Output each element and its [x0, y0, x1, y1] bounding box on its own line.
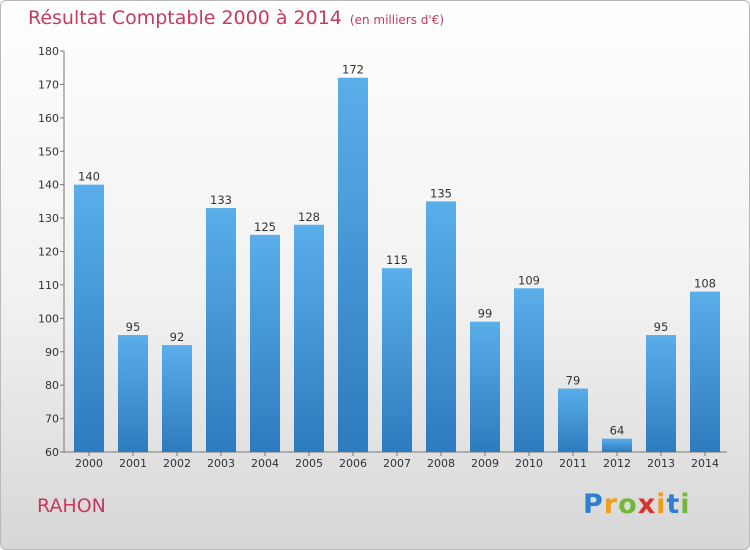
bar [558, 388, 588, 452]
data-label: 135 [430, 186, 452, 200]
bar [294, 224, 324, 452]
bar [470, 321, 500, 452]
subtitle-text: (en milliers d'€) [349, 13, 445, 27]
y-tick-label: 110 [38, 279, 59, 292]
x-tick-label: 2004 [251, 457, 279, 470]
bar [646, 335, 676, 452]
y-tick-label: 130 [38, 212, 59, 225]
bar [206, 208, 236, 452]
y-tick-label: 100 [38, 312, 59, 325]
y-tick-label: 140 [38, 179, 59, 192]
logo-letter: r [603, 489, 619, 520]
logo-letter: o [618, 489, 638, 520]
data-label: 95 [126, 320, 141, 334]
y-tick-label: 80 [45, 379, 59, 392]
data-label: 92 [170, 330, 185, 344]
x-tick-label: 2012 [603, 457, 631, 470]
bar [382, 268, 412, 452]
x-tick-label: 2013 [647, 457, 675, 470]
proxiti-logo: Proxiti [583, 489, 691, 520]
bar [162, 345, 192, 452]
data-label: 140 [78, 170, 100, 184]
x-tick-label: 2001 [119, 457, 147, 470]
x-tick-label: 2008 [427, 457, 455, 470]
bar [602, 438, 632, 452]
place-name: RAHON [37, 495, 106, 517]
bar [250, 234, 280, 452]
bar [338, 77, 368, 452]
title-text: Résultat Comptable 2000 à 2014 [28, 7, 342, 29]
data-label: 133 [210, 193, 232, 207]
x-tick-label: 2010 [515, 457, 543, 470]
y-tick-label: 180 [38, 45, 59, 58]
data-label: 109 [518, 273, 540, 287]
y-tick-label: 150 [38, 145, 59, 158]
logo-letter: i [680, 489, 691, 520]
data-label: 125 [254, 220, 276, 234]
y-tick-label: 170 [38, 78, 59, 91]
labels: 2000 140 2001 95 2002 92 2003 133 2004 125 2005 128… [75, 63, 719, 470]
x-tick-label: 2003 [207, 457, 235, 470]
logo-letter: i [656, 489, 667, 520]
data-label: 108 [694, 277, 716, 291]
data-label: 115 [386, 253, 408, 267]
y-tick-label: 60 [45, 446, 59, 459]
x-tick-label: 2006 [339, 457, 367, 470]
y-tick-label: 70 [45, 413, 59, 426]
data-label: 79 [566, 374, 581, 388]
logo-letter: P [583, 489, 604, 520]
bar [514, 288, 544, 452]
data-label: 128 [298, 210, 320, 224]
x-tick-label: 2007 [383, 457, 411, 470]
logo-letter: t [666, 489, 681, 520]
bar [118, 335, 148, 452]
data-label: 99 [478, 307, 493, 321]
x-tick-label: 2000 [75, 457, 103, 470]
bar [74, 184, 104, 452]
y-tick-label: 160 [38, 112, 59, 125]
x-tick-label: 2011 [559, 457, 587, 470]
y-tick-label: 120 [38, 246, 59, 259]
bars [74, 77, 720, 452]
x-tick-label: 2009 [471, 457, 499, 470]
bar [690, 291, 720, 452]
chart-title: Résultat Comptable 2000 à 2014 (en millie… [28, 7, 444, 29]
x-tick-label: 2014 [691, 457, 719, 470]
bar [426, 201, 456, 452]
logo-letter: x [637, 489, 657, 520]
data-label: 172 [342, 63, 364, 77]
data-label: 95 [654, 320, 669, 334]
x-tick-label: 2005 [295, 457, 323, 470]
x-tick-label: 2002 [163, 457, 191, 470]
y-tick-label: 90 [45, 346, 59, 359]
data-label: 64 [610, 424, 625, 438]
